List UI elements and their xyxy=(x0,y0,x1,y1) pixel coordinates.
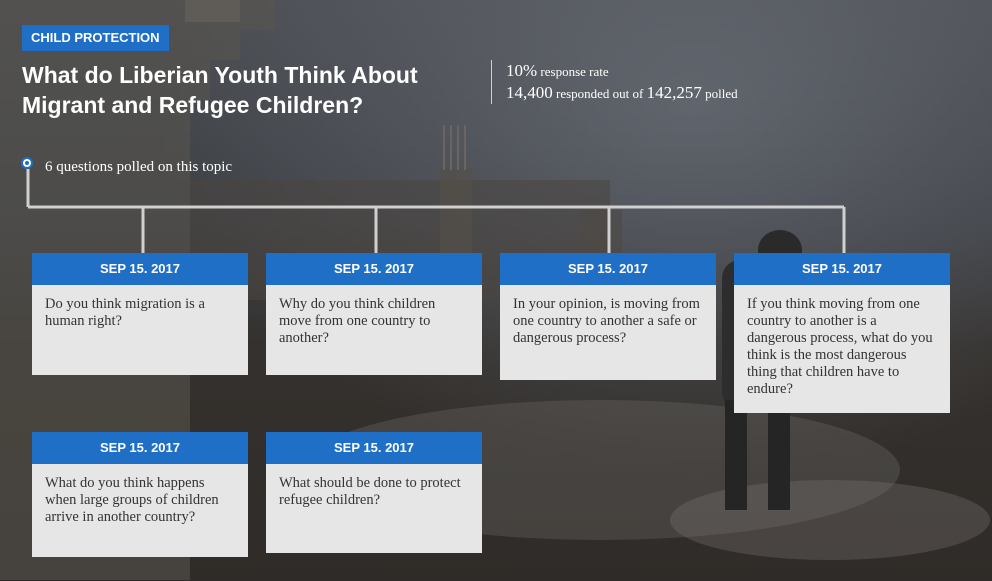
response-rate-value: 10% xyxy=(506,61,538,80)
responded-count: 14,400 responded out of 142,257 polled xyxy=(506,82,738,104)
question-text: In your opinion, is moving from one coun… xyxy=(513,296,700,346)
question-text: If you think moving from one country to … xyxy=(747,296,933,397)
question-text: What should be done to protect refugee c… xyxy=(279,475,461,508)
question-date: SEP 15. 2017 xyxy=(32,253,248,285)
question-date: SEP 15. 2017 xyxy=(734,253,950,285)
responded-value: 14,400 xyxy=(506,83,553,102)
category-badge[interactable]: CHILD PROTECTION xyxy=(22,25,169,51)
question-text: What do you think happens when large gro… xyxy=(45,475,219,525)
question-date: SEP 15. 2017 xyxy=(266,432,482,464)
question-card[interactable]: SEP 15. 2017 Do you think migration is a… xyxy=(32,253,248,375)
polled-label: polled xyxy=(705,86,738,101)
questions-polled: 6 questions polled on this topic xyxy=(45,159,233,175)
timeline-dot-icon xyxy=(21,157,33,169)
question-text: Why do you think children move from one … xyxy=(279,296,436,346)
question-date: SEP 15. 2017 xyxy=(266,253,482,285)
poll-stats: 10% response rate 14,400 responded out o… xyxy=(491,60,738,104)
response-rate-label: response rate xyxy=(540,64,609,79)
question-card[interactable]: SEP 15. 2017 In your opinion, is moving … xyxy=(500,253,716,380)
page-title: What do Liberian Youth Think About Migra… xyxy=(22,62,418,118)
question-text: Do you think migration is a human right? xyxy=(45,296,205,329)
question-card[interactable]: SEP 15. 2017 What do you think happens w… xyxy=(32,432,248,557)
question-card[interactable]: SEP 15. 2017 What should be done to prot… xyxy=(266,432,482,553)
question-card[interactable]: SEP 15. 2017 If you think moving from on… xyxy=(734,253,950,413)
question-date: SEP 15. 2017 xyxy=(32,432,248,464)
responded-label: responded out of xyxy=(556,86,644,101)
response-rate: 10% response rate xyxy=(506,60,738,82)
question-card[interactable]: SEP 15. 2017 Why do you think children m… xyxy=(266,253,482,375)
polled-value: 142,257 xyxy=(646,83,702,102)
question-date: SEP 15. 2017 xyxy=(500,253,716,285)
